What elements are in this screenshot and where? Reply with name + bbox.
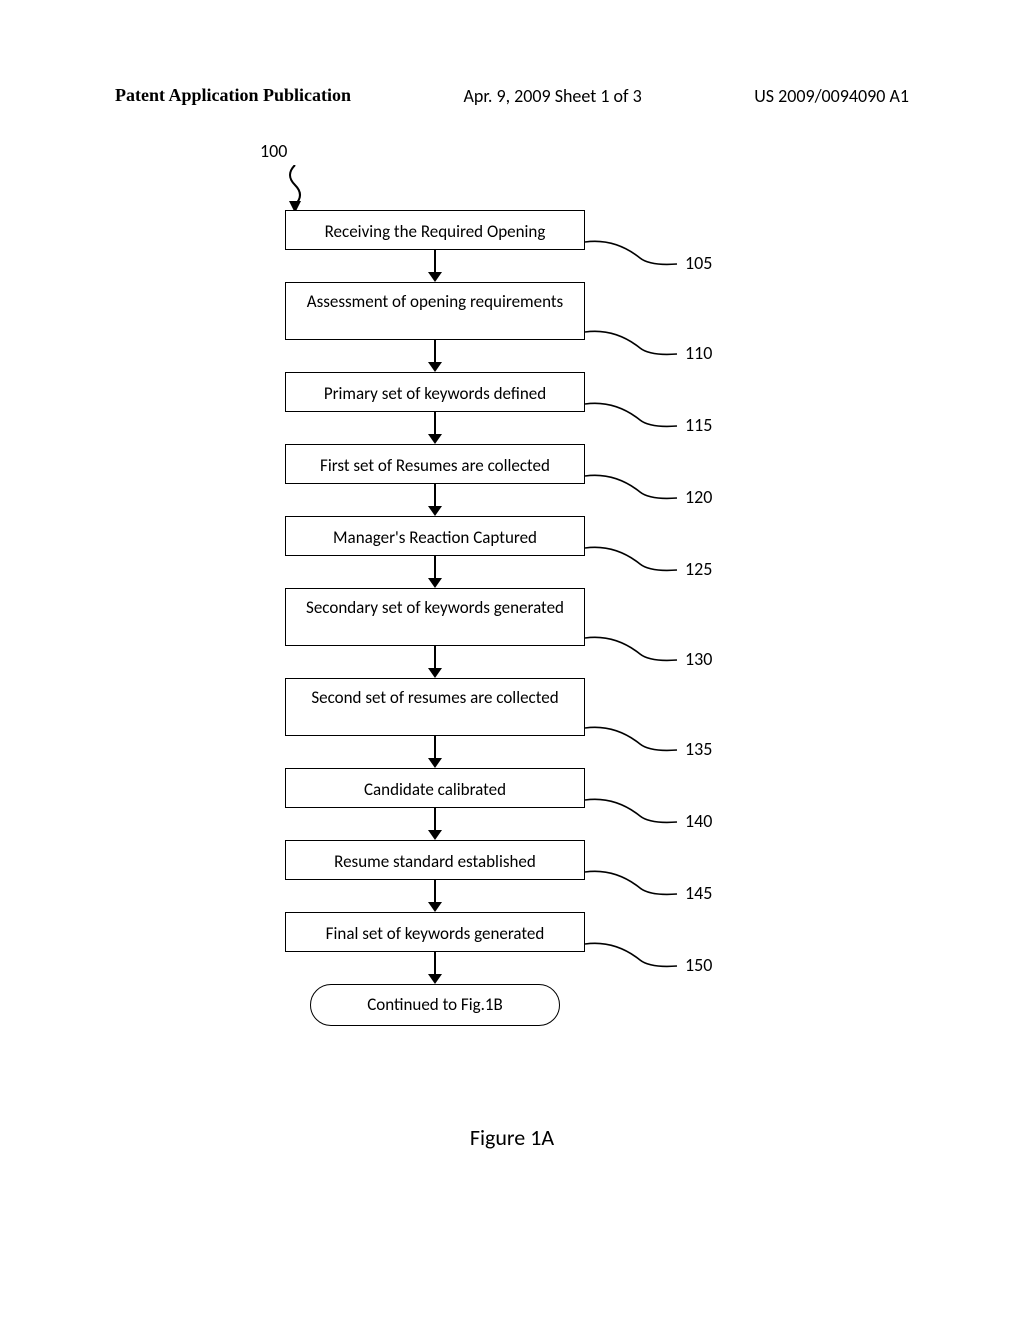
step-box-150: Final set of keywords generated <box>285 912 585 952</box>
flow-arrow <box>434 880 436 904</box>
flow-arrow <box>434 808 436 832</box>
ref-label-135: 135 <box>685 738 712 760</box>
flow-arrow <box>434 952 436 976</box>
date-sheet-label: Apr. 9, 2009 Sheet 1 of 3 <box>464 85 642 107</box>
callout-connector <box>585 240 695 274</box>
step-box-130: Secondary set of keywords generated <box>285 588 585 646</box>
publication-label: Patent Application Publication <box>115 85 351 107</box>
step-box-135: Second set of resumes are collected <box>285 678 585 736</box>
flow-arrow <box>434 340 436 364</box>
callout-connector <box>585 402 695 436</box>
ref-label-105: 105 <box>685 252 712 274</box>
flow-arrow <box>434 484 436 508</box>
flow-arrow <box>434 250 436 274</box>
arrow-head-icon <box>428 434 442 444</box>
step-box-110: Assessment of opening requirements <box>285 282 585 340</box>
arrow-head-icon <box>428 902 442 912</box>
step-box-125: Manager's Reaction Captured <box>285 516 585 556</box>
callout-connector <box>585 636 695 670</box>
flow-arrow <box>434 736 436 760</box>
arrow-head-icon <box>428 362 442 372</box>
patent-number: US 2009/0094090 A1 <box>754 85 909 107</box>
arrow-head-icon <box>428 668 442 678</box>
flow-arrow <box>434 646 436 670</box>
ref-label-125: 125 <box>685 558 712 580</box>
ref-label-120: 120 <box>685 486 712 508</box>
step-box-140: Candidate calibrated <box>285 768 585 808</box>
arrow-head-icon <box>428 272 442 282</box>
callout-connector <box>585 870 695 904</box>
arrow-head-icon <box>428 830 442 840</box>
figure-caption: Figure 1A <box>0 1124 1024 1151</box>
callout-connector <box>585 330 695 364</box>
callout-connector <box>585 726 695 760</box>
arrow-head-icon <box>428 758 442 768</box>
terminator-continued: Continued to Fig.1B <box>310 984 560 1026</box>
ref-label-145: 145 <box>685 882 712 904</box>
arrow-head-icon <box>428 578 442 588</box>
step-box-145: Resume standard established <box>285 840 585 880</box>
page-header: Patent Application Publication Apr. 9, 2… <box>0 85 1024 107</box>
step-box-115: Primary set of keywords defined <box>285 372 585 412</box>
arrow-head-icon <box>428 506 442 516</box>
ref-label-140: 140 <box>685 810 712 832</box>
ref-label-115: 115 <box>685 414 712 436</box>
arrow-head-icon <box>428 974 442 984</box>
ref-100: 100 <box>260 140 287 162</box>
callout-connector <box>585 546 695 580</box>
callout-connector <box>585 798 695 832</box>
ref-label-110: 110 <box>685 342 712 364</box>
callout-connector <box>585 942 695 976</box>
ref-label-150: 150 <box>685 954 712 976</box>
callout-connector <box>585 474 695 508</box>
flow-arrow <box>434 412 436 436</box>
step-box-120: First set of Resumes are collected <box>285 444 585 484</box>
step-box-105: Receiving the Required Opening <box>285 210 585 250</box>
flow-arrow <box>434 556 436 580</box>
ref-label-130: 130 <box>685 648 712 670</box>
